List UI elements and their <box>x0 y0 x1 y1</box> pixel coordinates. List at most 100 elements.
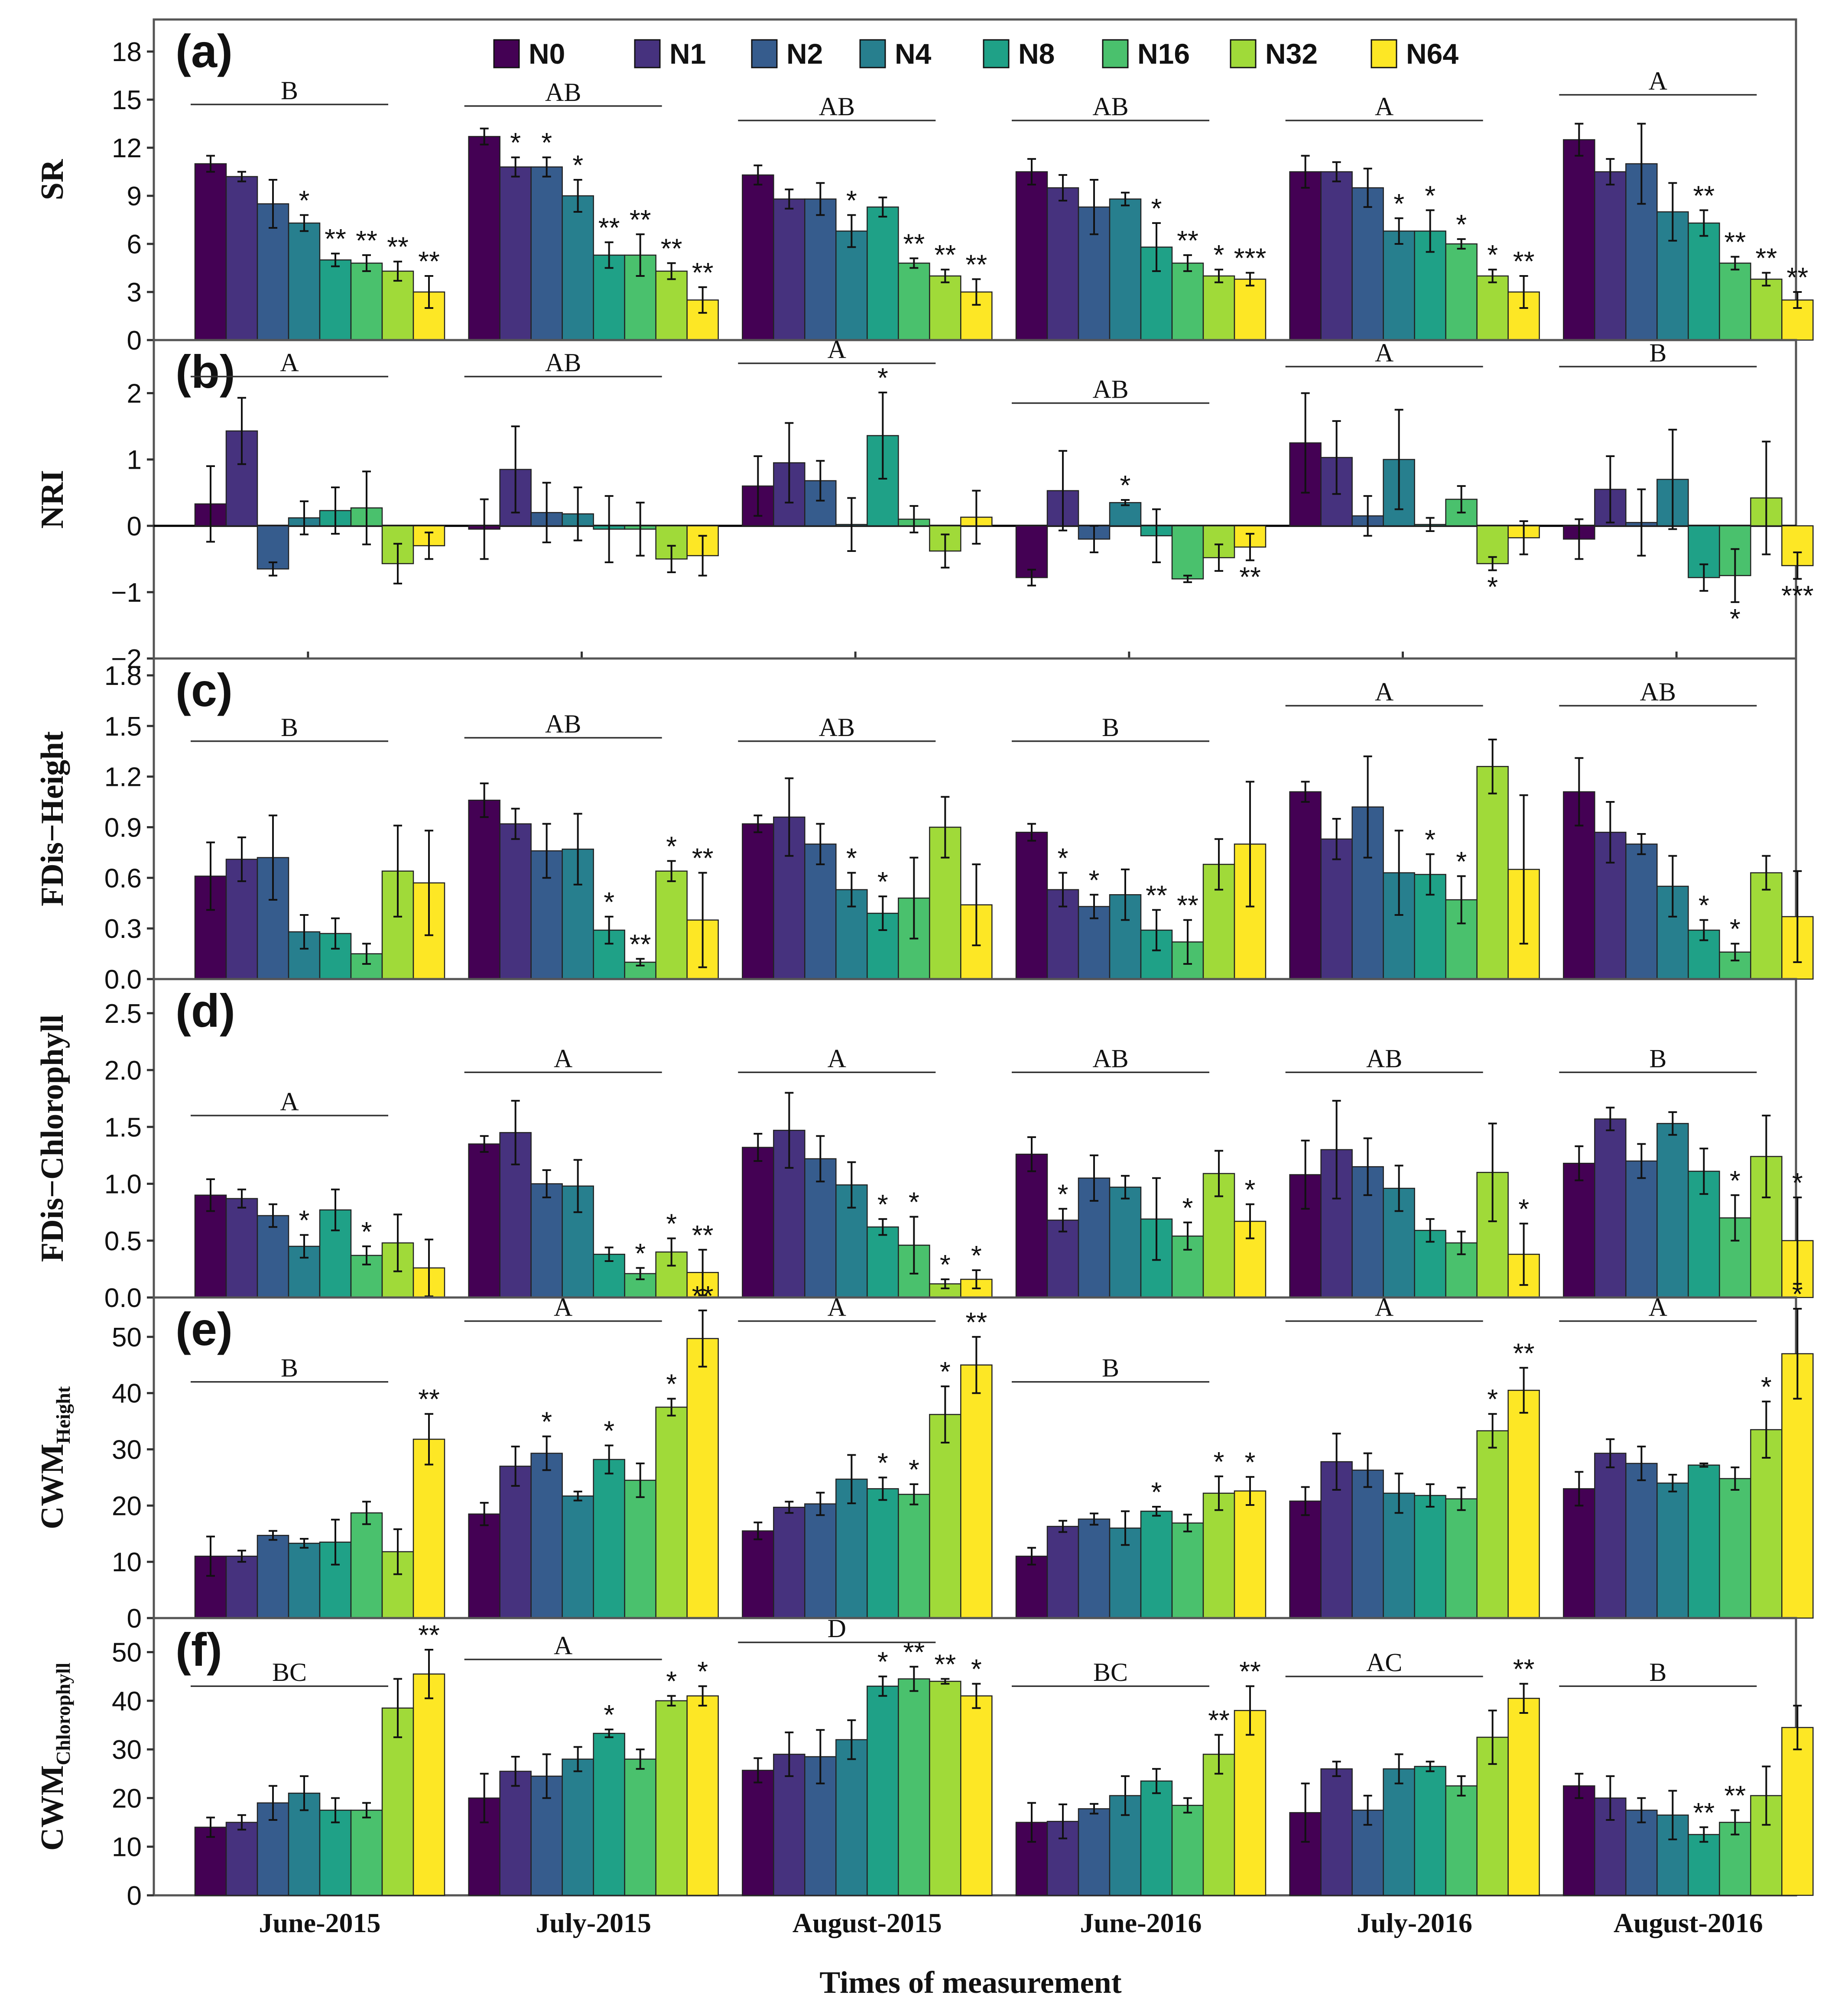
significance-star: * <box>1487 1384 1498 1415</box>
group-letter: AB <box>1092 375 1128 403</box>
bar-N32 <box>1476 1430 1509 1619</box>
bar-N64 <box>1234 1710 1267 1896</box>
significance-star: * <box>697 1656 708 1687</box>
significance-star: * <box>1699 890 1709 921</box>
group-letter: B <box>281 76 298 105</box>
bar-N32 <box>655 1700 688 1896</box>
bar-N2 <box>1351 1469 1384 1619</box>
y-axis-title-main: SR <box>35 159 70 200</box>
bar-N8 <box>1688 1834 1720 1896</box>
significance-star: ** <box>325 223 346 254</box>
bar-N1 <box>499 1466 532 1619</box>
legend-item-N64: N64 <box>1371 38 1458 70</box>
bar-N1 <box>773 1506 805 1619</box>
bar-N4 <box>835 230 868 341</box>
y-tick-label: 1.0 <box>104 1170 142 1200</box>
group-letter: AB <box>819 92 855 121</box>
significance-star: ** <box>1693 1797 1715 1828</box>
legend-swatch <box>859 39 886 68</box>
y-axis-title: FDis−Chlorophyll <box>35 1015 70 1262</box>
significance-star: ** <box>1724 1780 1746 1811</box>
group-August-2016: * * AB <box>1559 678 1814 980</box>
bar-N2 <box>1625 1463 1658 1619</box>
bar-N4 <box>1383 230 1415 341</box>
legend: N0 N1 N2 N4 N8 N16 N32 N64 <box>493 38 1458 70</box>
bar-N0 <box>1563 139 1595 341</box>
y-tick-label: 30 <box>112 1435 142 1465</box>
legend-item-N4: N4 <box>859 38 932 70</box>
significance-star: * <box>1792 1167 1803 1198</box>
panel-label: (a) <box>175 25 233 77</box>
y-axis-title: FDis−Height <box>35 731 70 906</box>
bar-N0 <box>468 136 500 341</box>
bar-N32 <box>655 270 688 341</box>
bar-N8 <box>593 1459 625 1619</box>
y-tick-label: 1.5 <box>104 712 142 742</box>
significance-star: * <box>940 1356 951 1387</box>
x-axis-title: Times of measurement <box>819 1965 1121 2000</box>
bar-N64 <box>412 1438 445 1619</box>
significance-star: * <box>909 1187 919 1218</box>
significance-star: ** <box>1146 879 1167 911</box>
bar-N2 <box>257 1534 289 1619</box>
bar-N4 <box>562 1758 594 1896</box>
group-July-2015: * * * A <box>464 1631 719 1896</box>
bar-N8 <box>1140 1511 1173 1619</box>
bar-N1 <box>1594 1453 1627 1619</box>
significance-star: ** <box>630 928 651 960</box>
significance-star: * <box>909 1454 919 1485</box>
bar-N16 <box>898 1494 930 1619</box>
significance-star: * <box>877 1447 888 1478</box>
bar-N1 <box>499 1771 532 1896</box>
bar-N64 <box>686 1695 719 1896</box>
significance-star: ** <box>1513 1654 1535 1685</box>
bar-N0 <box>1289 791 1322 980</box>
significance-star: * <box>1089 864 1100 895</box>
significance-star: *** <box>1234 243 1267 274</box>
bar-N1 <box>499 166 532 341</box>
significance-star: * <box>1120 470 1131 501</box>
significance-star: * <box>299 185 310 216</box>
y-tick-label: 2 <box>127 379 142 409</box>
x-category-label: August-2015 <box>792 1907 942 1938</box>
bar-N8 <box>867 1488 899 1619</box>
significance-star: * <box>877 362 888 393</box>
group-July-2016: ***A <box>1285 1293 1540 1619</box>
bar-N16 <box>898 263 930 341</box>
bar-N16 <box>624 1479 656 1619</box>
bar-N0 <box>194 1194 227 1298</box>
bar-N1 <box>1320 171 1353 341</box>
group-letter: AB <box>1366 1044 1402 1073</box>
group-letter: AB <box>1640 678 1676 706</box>
group-letter: BC <box>272 1658 307 1687</box>
panel-label: (d) <box>175 984 235 1037</box>
significance-star: * <box>541 1406 552 1437</box>
bar-N32 <box>929 1680 961 1896</box>
y-tick-label: 20 <box>112 1491 142 1521</box>
legend-label: N8 <box>1018 38 1055 70</box>
bar-N0 <box>742 823 774 980</box>
y-tick-label: 0.0 <box>104 1283 142 1313</box>
bar-N8 <box>1688 1464 1720 1619</box>
significance-star: * <box>846 185 857 216</box>
bar-N1 <box>499 823 532 980</box>
bar-N32 <box>1476 766 1509 980</box>
y-tick-label: 6 <box>127 230 142 259</box>
significance-star: ** <box>1239 1656 1261 1687</box>
legend-label: N32 <box>1265 38 1318 70</box>
significance-star: * <box>877 1646 888 1677</box>
y-axis-title: CWMHeight <box>35 1386 74 1529</box>
bar-N32 <box>1750 279 1783 341</box>
significance-star: ** <box>418 246 440 277</box>
significance-star: * <box>299 1205 310 1236</box>
group-June-2015: * * A <box>191 1087 445 1298</box>
legend-label: N1 <box>669 38 706 70</box>
significance-star: ** <box>387 231 409 263</box>
significance-star: * <box>1730 1165 1741 1196</box>
y-tick-label: 40 <box>112 1687 142 1716</box>
y-tick-label: 0.9 <box>104 813 142 843</box>
bar-N16 <box>1719 1478 1751 1619</box>
bar-N1 <box>225 1822 258 1896</box>
significance-star: * <box>666 1208 677 1239</box>
bar-N64 <box>686 1338 719 1619</box>
